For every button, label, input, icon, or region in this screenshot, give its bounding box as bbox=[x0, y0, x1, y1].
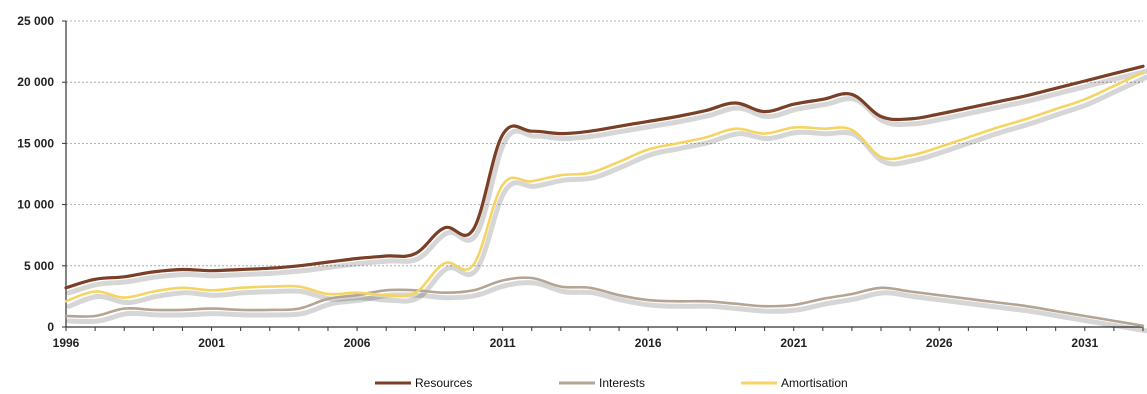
y-tick-label: 25 000 bbox=[17, 14, 54, 28]
y-tick-label: 0 bbox=[47, 320, 54, 334]
x-tick-label: 2021 bbox=[780, 336, 807, 350]
y-tick-label: 20 000 bbox=[17, 75, 54, 89]
x-tick-label: 1996 bbox=[53, 336, 80, 350]
x-tick-label: 2006 bbox=[344, 336, 371, 350]
y-tick-label: 10 000 bbox=[17, 198, 54, 212]
legend: Resources Interests Amortisation bbox=[375, 376, 848, 390]
x-tick-label: 2031 bbox=[1071, 336, 1098, 350]
legend-label-interests: Interests bbox=[599, 376, 645, 390]
series-line-interests bbox=[66, 278, 1143, 326]
legend-label-amortisation: Amortisation bbox=[781, 376, 848, 390]
x-tick-label: 2016 bbox=[635, 336, 662, 350]
gridlines bbox=[66, 21, 1143, 266]
y-tick-label: 15 000 bbox=[17, 136, 54, 150]
legend-label-resources: Resources bbox=[415, 376, 472, 390]
series-layer bbox=[66, 66, 1146, 331]
x-tick-label: 2026 bbox=[926, 336, 953, 350]
x-tick-label: 2001 bbox=[198, 336, 225, 350]
x-tick-label: 2011 bbox=[490, 336, 516, 350]
y-tick-label: 5 000 bbox=[24, 259, 54, 273]
series-line-resources bbox=[66, 66, 1143, 287]
